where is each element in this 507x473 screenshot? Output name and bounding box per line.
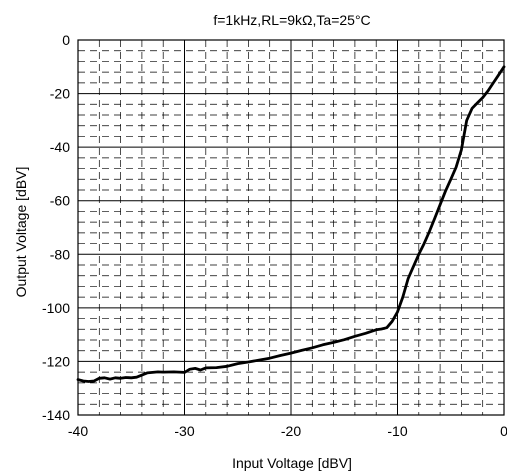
- series-layer: [76, 65, 506, 383]
- plot-frame: [77, 39, 505, 416]
- y-tick-label: -80: [50, 246, 70, 262]
- y-tick-label: -60: [50, 193, 70, 209]
- y-tick-label: -140: [42, 407, 70, 423]
- y-axis-ticks: 0 -20 -40 -60 -80 -100 -120 -140: [42, 32, 70, 423]
- x-axis-ticks: -40 -30 -20 -10 0: [68, 423, 507, 439]
- y-tick-label: -100: [42, 300, 70, 316]
- y-tick-label: -20: [50, 86, 70, 102]
- y-tick-label: 0: [62, 32, 70, 48]
- y-tick-label: -40: [50, 139, 70, 155]
- x-tick-label: -30: [174, 423, 194, 439]
- x-tick-label: -40: [68, 423, 88, 439]
- series-line: [76, 65, 506, 383]
- y-axis-label: Output Voltage [dBV]: [13, 167, 29, 298]
- chart-title: f=1kHz,RL=9kΩ,Ta=25°C: [213, 12, 370, 28]
- x-axis-label: Input Voltage [dBV]: [232, 455, 352, 471]
- y-tick-label: -120: [42, 353, 70, 369]
- x-tick-label: -10: [387, 423, 407, 439]
- x-tick-label: -20: [281, 423, 301, 439]
- minor-grid: [78, 40, 504, 415]
- x-tick-label: 0: [500, 423, 507, 439]
